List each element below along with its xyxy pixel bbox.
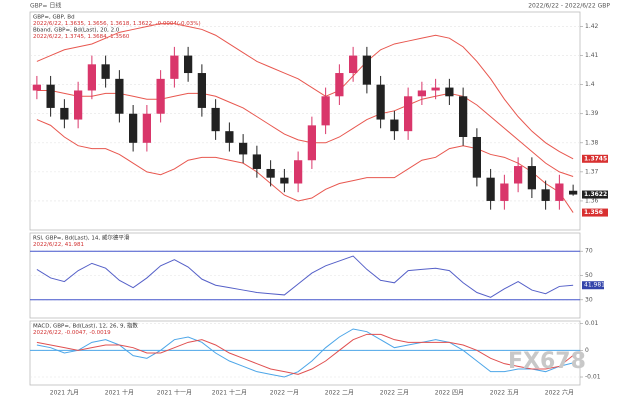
candle-body <box>390 119 399 132</box>
panel-frame <box>29 320 581 386</box>
line-series <box>36 328 574 378</box>
header-right: 2022/6/22 - 2022/6/22 GBP <box>528 3 610 10</box>
legend-text: 2022/6/22, 41.981 <box>33 242 84 248</box>
candle-body <box>115 78 124 114</box>
y-tick-label: 1.38 <box>585 139 599 146</box>
candle-body <box>500 183 509 201</box>
legend-text: GBP=, GBP, Bd <box>33 15 75 21</box>
lower-band-tag: 1.356 <box>584 209 603 216</box>
candle-body <box>46 84 55 108</box>
candle-body <box>252 154 261 169</box>
candle-body <box>445 87 454 97</box>
candle-body <box>142 113 151 143</box>
legend-text: 2022/6/22, -0.0047, -0.0019 <box>33 330 111 336</box>
y-tick-label: 1.41 <box>585 52 599 59</box>
panel-frame <box>29 11 581 231</box>
candle-body <box>60 107 69 120</box>
candle-body <box>459 96 468 137</box>
lower-band-tag-box <box>582 208 608 217</box>
y-tick-label: 1.42 <box>585 23 599 30</box>
y-tick-label: 1.39 <box>585 110 599 117</box>
candle-body <box>239 142 248 155</box>
y-tick-label: 0 <box>585 347 589 354</box>
y-tick-label: 70 <box>585 248 593 255</box>
candle-body <box>472 136 481 178</box>
x-tick-label: 2022 一月 <box>270 390 299 397</box>
x-tick-label: 2021 十二月 <box>212 389 247 397</box>
x-tick-label: 2021 九月 <box>50 389 79 397</box>
legend-text: MACD, GBP=, Bd(Last), 12, 26, 9, 指数 <box>33 322 138 330</box>
candle-body <box>431 87 440 91</box>
x-tick-label: 2022 二月 <box>325 390 354 397</box>
candle-body <box>417 90 426 97</box>
candle-body <box>307 125 316 161</box>
candle-body <box>129 113 138 143</box>
x-tick-label: 2022 三月 <box>380 390 409 397</box>
x-tick-label: 2022 六月 <box>545 389 574 397</box>
watermark: FX678 <box>508 349 586 374</box>
y-tick-label: 1.36 <box>585 197 599 204</box>
x-tick-label: 2022 五月 <box>490 390 519 397</box>
candle-body <box>541 189 550 201</box>
candle-body <box>280 177 289 184</box>
y-tick-label: -0.01 <box>585 374 601 381</box>
y-tick-label: 30 <box>585 296 593 303</box>
candle-body <box>211 107 220 132</box>
candle-body <box>335 73 344 97</box>
candle-body <box>74 90 83 120</box>
candle-body <box>349 55 358 74</box>
candle-body <box>527 166 536 190</box>
y-tick-label: 0.01 <box>585 320 599 327</box>
candle-body <box>294 160 303 184</box>
last-price-tag-box <box>582 190 608 199</box>
line-series <box>36 333 574 375</box>
legend-text: Bband, GBP=, Bd(Last), 20, 2.0 <box>33 28 120 34</box>
line-series <box>36 89 574 177</box>
candle-body <box>184 55 193 74</box>
candle-body <box>32 84 41 91</box>
x-tick-label: 2022 四月 <box>435 390 464 397</box>
line-series <box>36 255 574 298</box>
upper-band-tag: 1.3745 <box>584 155 607 162</box>
candle-body <box>225 131 234 143</box>
header-left: GBP= 日线 <box>30 2 61 10</box>
rsi-tag: 41.981 <box>584 282 605 289</box>
candle-body <box>101 64 110 79</box>
candle-body <box>514 166 523 184</box>
legend-text: 2022/6/22, 1.3745, 1.3684, 1.3560 <box>33 34 130 40</box>
line-series <box>36 23 574 160</box>
y-tick-label: 50 <box>585 272 593 279</box>
candle-body <box>486 177 495 201</box>
candle-body <box>321 96 330 126</box>
x-tick-label: 2021 十月 <box>105 389 134 397</box>
candle-body <box>555 183 564 201</box>
line-series <box>36 119 574 213</box>
candle-body <box>170 55 179 79</box>
legend-text: RSI, GBP=, Bd(Last), 14, 威尔德平滑 <box>33 234 130 242</box>
candle-body <box>156 78 165 114</box>
candle-body <box>266 168 275 178</box>
upper-band-tag-box <box>582 154 608 163</box>
candle-body <box>362 55 371 85</box>
legend-text: 2022/6/22, 1.3635, 1.3656, 1.3618, 1.362… <box>33 21 201 27</box>
y-tick-label: 1.37 <box>585 168 599 175</box>
x-tick-label: 2021 十一月 <box>157 389 192 397</box>
candle-body <box>87 64 96 91</box>
rsi-tag-box <box>582 281 604 290</box>
candle-body <box>404 96 413 132</box>
candle-body <box>376 84 385 120</box>
candle-body <box>569 190 578 195</box>
last-price-tag: 1.3622 <box>584 191 607 198</box>
y-tick-label: 1.4 <box>585 81 595 88</box>
candle-body <box>197 73 206 108</box>
